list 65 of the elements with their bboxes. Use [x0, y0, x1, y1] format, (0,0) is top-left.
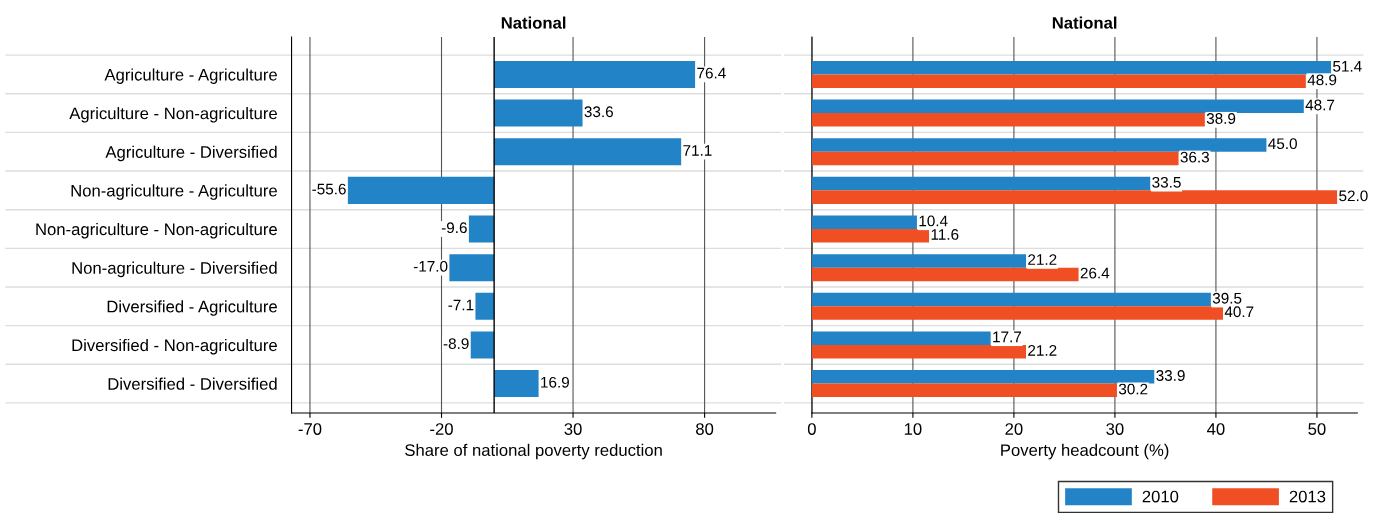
x-tick-label: 30 [1106, 423, 1124, 435]
x-tick-label: 50 [1308, 423, 1326, 435]
data-label: 76.4 [697, 67, 726, 79]
y-tick-label: Agriculture - Diversified [105, 145, 277, 162]
data-label: 71.1 [683, 145, 712, 156]
bar [811, 190, 1338, 204]
x-tick-label: 40 [1207, 423, 1225, 435]
data-label: 17.7 [993, 331, 1022, 343]
data-label: 11.6 [931, 229, 959, 240]
data-label: 52.0 [1339, 190, 1368, 202]
legend-label: 2010 [1142, 490, 1179, 503]
data-label: 45.0 [1268, 138, 1297, 150]
data-label: 21.2 [1028, 344, 1057, 356]
y-tick-label: Non-agriculture - Agriculture [71, 184, 277, 200]
y-tick-label: Agriculture - Agriculture [104, 68, 277, 84]
x-axis-title: Poverty headcount (%) [1001, 443, 1169, 460]
bar [811, 99, 1304, 114]
data-label: 40.7 [1224, 306, 1254, 318]
x-tick-label: -70 [298, 423, 322, 435]
data-label: -55.6 [312, 183, 346, 195]
y-tick-label: Diversified - Diversified [108, 377, 277, 390]
x-tick-label: -20 [430, 423, 453, 435]
x-tick-label: 0 [807, 423, 816, 435]
bar [494, 99, 583, 127]
y-tick-label: Agriculture - Non-agriculture [69, 107, 277, 123]
bar [811, 215, 917, 230]
x-axis-title: Share of national poverty reduction [405, 443, 662, 460]
bar [449, 254, 495, 282]
data-label: 21.2 [1028, 254, 1057, 265]
data-label: 30.2 [1118, 383, 1148, 395]
chart-title: National [501, 16, 566, 29]
bar [468, 215, 495, 243]
x-tick-label: 30 [564, 423, 582, 435]
data-label: 51.4 [1333, 61, 1362, 72]
data-label: -17.0 [413, 260, 448, 272]
data-label: 10.4 [919, 215, 948, 227]
data-label: 33.9 [1156, 370, 1185, 381]
data-label: -8.9 [443, 338, 469, 350]
bar [811, 138, 1267, 152]
data-label: 26.4 [1080, 267, 1110, 279]
bar [470, 331, 495, 359]
data-label: -9.6 [441, 222, 467, 234]
y-tick-label: Diversified - Agriculture [107, 300, 277, 316]
data-label: 39.5 [1212, 292, 1242, 304]
data-label: 48.7 [1305, 99, 1335, 111]
y-tick-label: Diversified - Non-agriculture [72, 338, 277, 355]
x-tick-label: 20 [1005, 423, 1023, 435]
y-tick-label: Non-agriculture - Diversified [72, 261, 277, 278]
data-label: -7.1 [448, 299, 474, 311]
data-label: 36.3 [1180, 151, 1209, 163]
data-label: 33.5 [1152, 176, 1181, 188]
data-label: 38.9 [1206, 113, 1236, 124]
bar [811, 383, 1117, 398]
legend-label: 2013 [1289, 490, 1326, 503]
bar [347, 176, 495, 204]
bar [811, 151, 1179, 166]
data-label: 48.9 [1307, 74, 1337, 86]
x-tick-label: 80 [696, 423, 714, 435]
bar [811, 306, 1223, 320]
bar [811, 254, 1027, 268]
x-tick-label: 10 [904, 423, 922, 435]
data-label: 33.6 [584, 106, 613, 118]
chart-title: National [1052, 16, 1117, 29]
y-tick-label: Non-agriculture - Non-agriculture [36, 222, 277, 239]
data-label: 16.9 [541, 376, 569, 388]
